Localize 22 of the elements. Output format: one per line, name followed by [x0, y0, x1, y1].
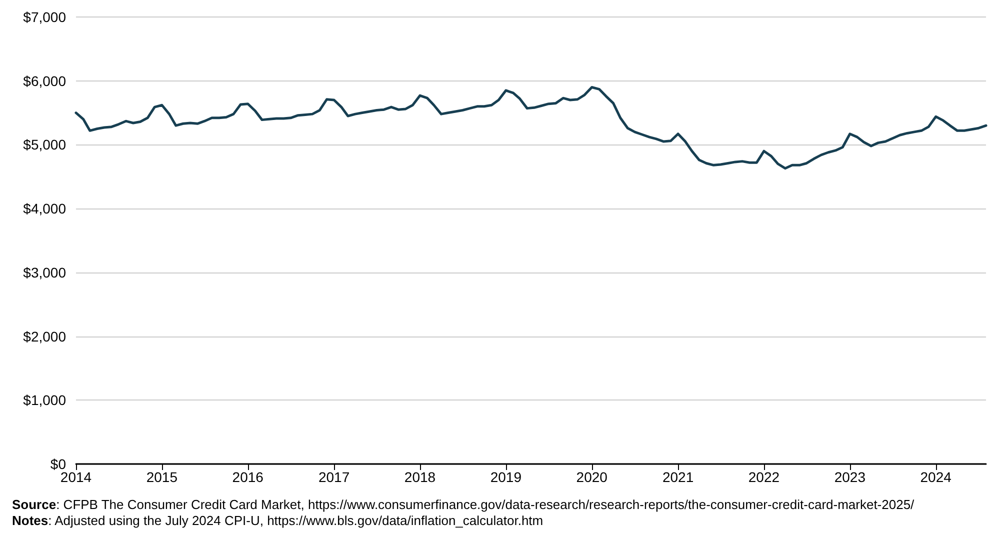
line-series: [74, 86, 988, 170]
text: Notes: Adjusted using the July 2024 CPI-U, https://www.bls.gov/data/inflation_calculator.htm: [12, 513, 544, 528]
x-tick-label: 2018: [404, 469, 436, 485]
x-tick-label: 2023: [834, 469, 866, 485]
y-tick-label: $7,000: [23, 9, 66, 25]
x-tick-label: 2014: [60, 469, 92, 485]
x-tick-label: 2019: [490, 469, 522, 485]
y-tick-label: $0: [50, 456, 66, 472]
y-tick-label: $5,000: [23, 136, 66, 153]
source-note: Source: CFPB The Consumer Credit Card Market, https://www.consumerfinance.gov/data-research/research-reports/the-consumer-credit-card-market-2025/: [12, 497, 914, 512]
x-tick-label: 2021: [662, 469, 694, 485]
x-tick-label: 2020: [576, 469, 608, 485]
x-tick-label: 2017: [318, 469, 350, 485]
y-tick-label: $6,000: [23, 72, 66, 89]
y-tick-label: $4,000: [23, 200, 66, 217]
x-tick-label: 2016: [232, 469, 264, 485]
y-tick-label: $3,000: [23, 264, 66, 280]
y-tick-label: $2,000: [23, 328, 66, 344]
x-tick-label: 2022: [748, 469, 780, 485]
y-tick-label: $1,000: [23, 392, 66, 408]
x-tick-label: 2015: [146, 469, 178, 485]
x-tick-label: 2024: [920, 469, 952, 485]
